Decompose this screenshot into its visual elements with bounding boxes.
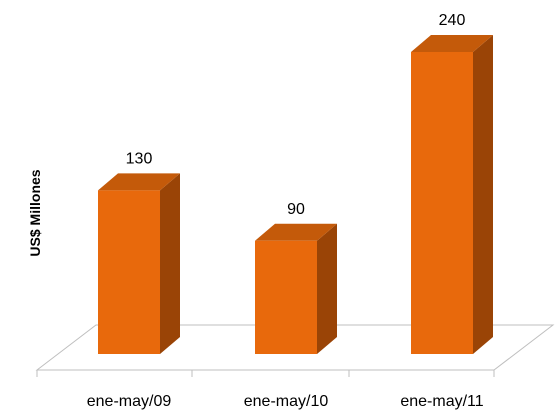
bar-2 <box>255 223 337 354</box>
data-labels: 130 90 240 <box>126 12 466 218</box>
x-axis <box>36 369 495 377</box>
bar-side-face <box>160 173 180 354</box>
x-tick-labels: ene-may/09 ene-may/10 ene-may/11 <box>87 393 484 410</box>
bar-top-face <box>98 173 180 191</box>
bar-front-face <box>255 240 317 354</box>
data-label: 130 <box>126 150 153 167</box>
x-tick-label: ene-may/11 <box>400 393 483 410</box>
bar-top-face <box>255 223 337 241</box>
bar-top-face <box>411 35 493 52</box>
bar-side-face <box>317 223 337 354</box>
bar-side-face <box>473 35 493 354</box>
data-label: 240 <box>439 12 466 29</box>
bar-1 <box>98 173 180 354</box>
bar-3 <box>411 35 493 354</box>
data-label: 90 <box>287 201 305 218</box>
x-tick-label: ene-may/09 <box>87 393 172 410</box>
bars <box>98 35 493 354</box>
x-tick-label: ene-may/10 <box>244 393 329 410</box>
y-axis-label: US$ Millones <box>27 169 43 256</box>
bar-front-face <box>98 190 160 354</box>
bar-front-face <box>411 52 473 354</box>
